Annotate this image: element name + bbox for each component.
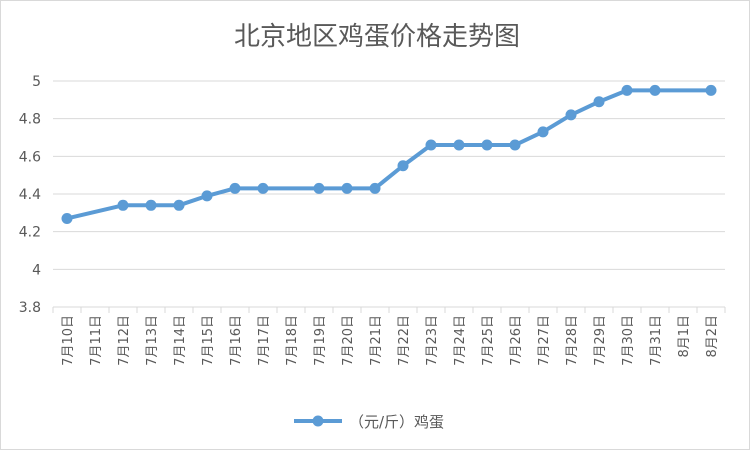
data-point	[565, 109, 577, 121]
data-point	[397, 160, 409, 172]
data-point	[201, 190, 213, 202]
data-point	[593, 96, 605, 108]
x-tick-label: 7月16日	[229, 315, 244, 366]
y-tick-label: 3.8	[19, 300, 41, 316]
x-tick-label: 7月29日	[593, 315, 608, 366]
x-tick-label: 7月19日	[313, 315, 328, 366]
x-tick-label: 7月22日	[397, 315, 412, 366]
data-point	[257, 182, 269, 194]
gridlines	[53, 80, 725, 308]
y-axis-ticks: 3.8 4 4.2 4.4 4.6 4.8 5	[19, 74, 41, 316]
x-tick-label: 7月31日	[649, 315, 664, 366]
data-point	[313, 182, 325, 194]
data-point	[649, 84, 661, 96]
series-line	[66, 88, 711, 221]
chart-title: 北京地区鸡蛋价格走势图	[234, 22, 520, 52]
x-tick-label: 7月17日	[257, 315, 272, 366]
x-tick-label: 7月11日	[89, 315, 104, 366]
data-point	[341, 182, 353, 194]
data-point	[509, 139, 521, 151]
data-point	[425, 139, 437, 151]
data-point	[705, 84, 717, 96]
x-tick-label: 7月12日	[117, 315, 132, 366]
data-point	[481, 139, 493, 151]
data-point	[229, 182, 241, 194]
data-point	[61, 212, 73, 224]
x-tick-label: 7月23日	[425, 315, 440, 366]
y-tick-label: 4.8	[19, 112, 41, 128]
y-tick-label: 4.2	[19, 225, 41, 241]
series-eggs	[61, 84, 717, 224]
legend-label: （元/斤）鸡蛋	[349, 413, 444, 431]
data-point	[145, 199, 157, 211]
x-tick-label: 7月24日	[453, 315, 468, 366]
x-tick-label: 7月13日	[145, 315, 160, 366]
data-point	[117, 199, 129, 211]
y-tick-label: 5	[32, 74, 41, 90]
x-tick-label: 7月15日	[201, 315, 216, 366]
x-tick-label: 7月25日	[481, 315, 496, 366]
y-tick-label: 4	[32, 262, 41, 278]
data-point	[453, 139, 465, 151]
x-tick-label: 7月21日	[369, 315, 384, 366]
x-tick-label: 7月18日	[285, 315, 300, 366]
data-point	[369, 182, 381, 194]
x-tick-label: 8月2日	[705, 315, 720, 358]
x-tick-label: 7月28日	[565, 315, 580, 366]
data-point	[621, 84, 633, 96]
legend: （元/斤）鸡蛋	[294, 413, 444, 431]
x-tick-label: 7月27日	[537, 315, 552, 366]
x-tick-label: 7月20日	[341, 315, 356, 366]
x-tick-label: 7月26日	[509, 315, 524, 366]
x-tick-label: 8月1日	[677, 315, 692, 358]
legend-point-marker	[312, 415, 324, 427]
x-tick-label: 7月14日	[173, 315, 188, 366]
y-tick-label: 4.4	[19, 187, 41, 203]
data-point	[537, 126, 549, 138]
x-axis: 7月10日 7月11日 7月12日 7月13日 7月14日 7月15日 7月16日 7月17日…	[52, 307, 726, 366]
y-tick-label: 4.6	[19, 149, 41, 165]
data-point	[173, 199, 185, 211]
x-tick-label: 7月30日	[621, 315, 636, 366]
x-tick-label: 7月10日	[61, 315, 76, 366]
